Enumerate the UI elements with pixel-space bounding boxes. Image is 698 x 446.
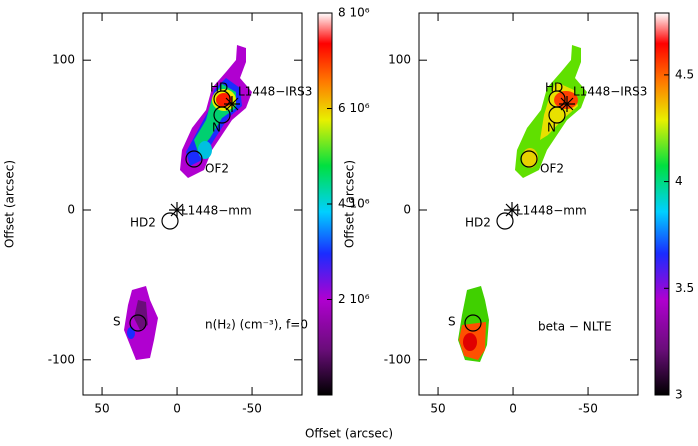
annotation: N xyxy=(212,121,221,135)
annotation: HD2 xyxy=(130,216,156,230)
annotation: L1448−mm xyxy=(516,204,587,218)
annotation: HD2 xyxy=(465,216,491,230)
annotation: HD xyxy=(210,81,228,95)
annotation: HD xyxy=(545,81,563,95)
y-tick-label: -100 xyxy=(48,352,75,366)
colorbar-tick-label: 2 10⁶ xyxy=(338,292,370,306)
annotation: beta − NLTE xyxy=(538,320,612,334)
y-axis-label: Offset (arcsec) xyxy=(3,160,17,248)
annotation: OF2 xyxy=(205,162,229,176)
x-tick-label: 0 xyxy=(173,402,181,416)
x-tick-label: 50 xyxy=(430,402,445,416)
annotation: L1448−mm xyxy=(181,204,252,218)
x-tick-label: 50 xyxy=(94,402,109,416)
y-tick-label: 0 xyxy=(67,202,75,216)
plot-frame xyxy=(82,12,303,396)
annotation: S xyxy=(448,315,456,329)
annotation: OF2 xyxy=(540,162,564,176)
annotation: S xyxy=(113,315,121,329)
colorbar-tick-label: 6 10⁶ xyxy=(338,101,370,115)
annotation: n(H₂) (cm⁻³), f=0 xyxy=(205,318,308,332)
x-axis-label: Offset (arcsec) xyxy=(305,427,393,441)
y-tick-label: 100 xyxy=(52,53,75,67)
colorbar-tick-label: 4 10⁶ xyxy=(338,197,370,211)
plot-frame xyxy=(418,12,639,396)
x-tick-label: 0 xyxy=(509,402,517,416)
x-tick-label: -50 xyxy=(578,402,598,416)
markers xyxy=(129,90,575,332)
colorbar-tick-label: 4.5 xyxy=(675,67,694,81)
colorbar-tick-label: 8 10⁶ xyxy=(338,6,370,20)
emission-left xyxy=(124,45,252,360)
annotation: N xyxy=(547,121,556,135)
colorbar-tick-label: 4 xyxy=(675,174,683,188)
colorbar-tick-label: 3 xyxy=(675,388,683,402)
x-tick-label: -50 xyxy=(242,402,262,416)
annotation: L1448−IRS3 xyxy=(573,85,647,99)
annotation: L1448−IRS3 xyxy=(238,85,312,99)
colorbar xyxy=(654,12,670,396)
y-tick-label: 100 xyxy=(388,53,411,67)
y-tick-label: 0 xyxy=(403,202,411,216)
y-axis-label: Offset (arcsec) xyxy=(343,160,357,248)
y-tick-label: -100 xyxy=(384,352,411,366)
colorbar-tick-label: 3.5 xyxy=(675,281,694,295)
emission-right xyxy=(458,45,587,362)
